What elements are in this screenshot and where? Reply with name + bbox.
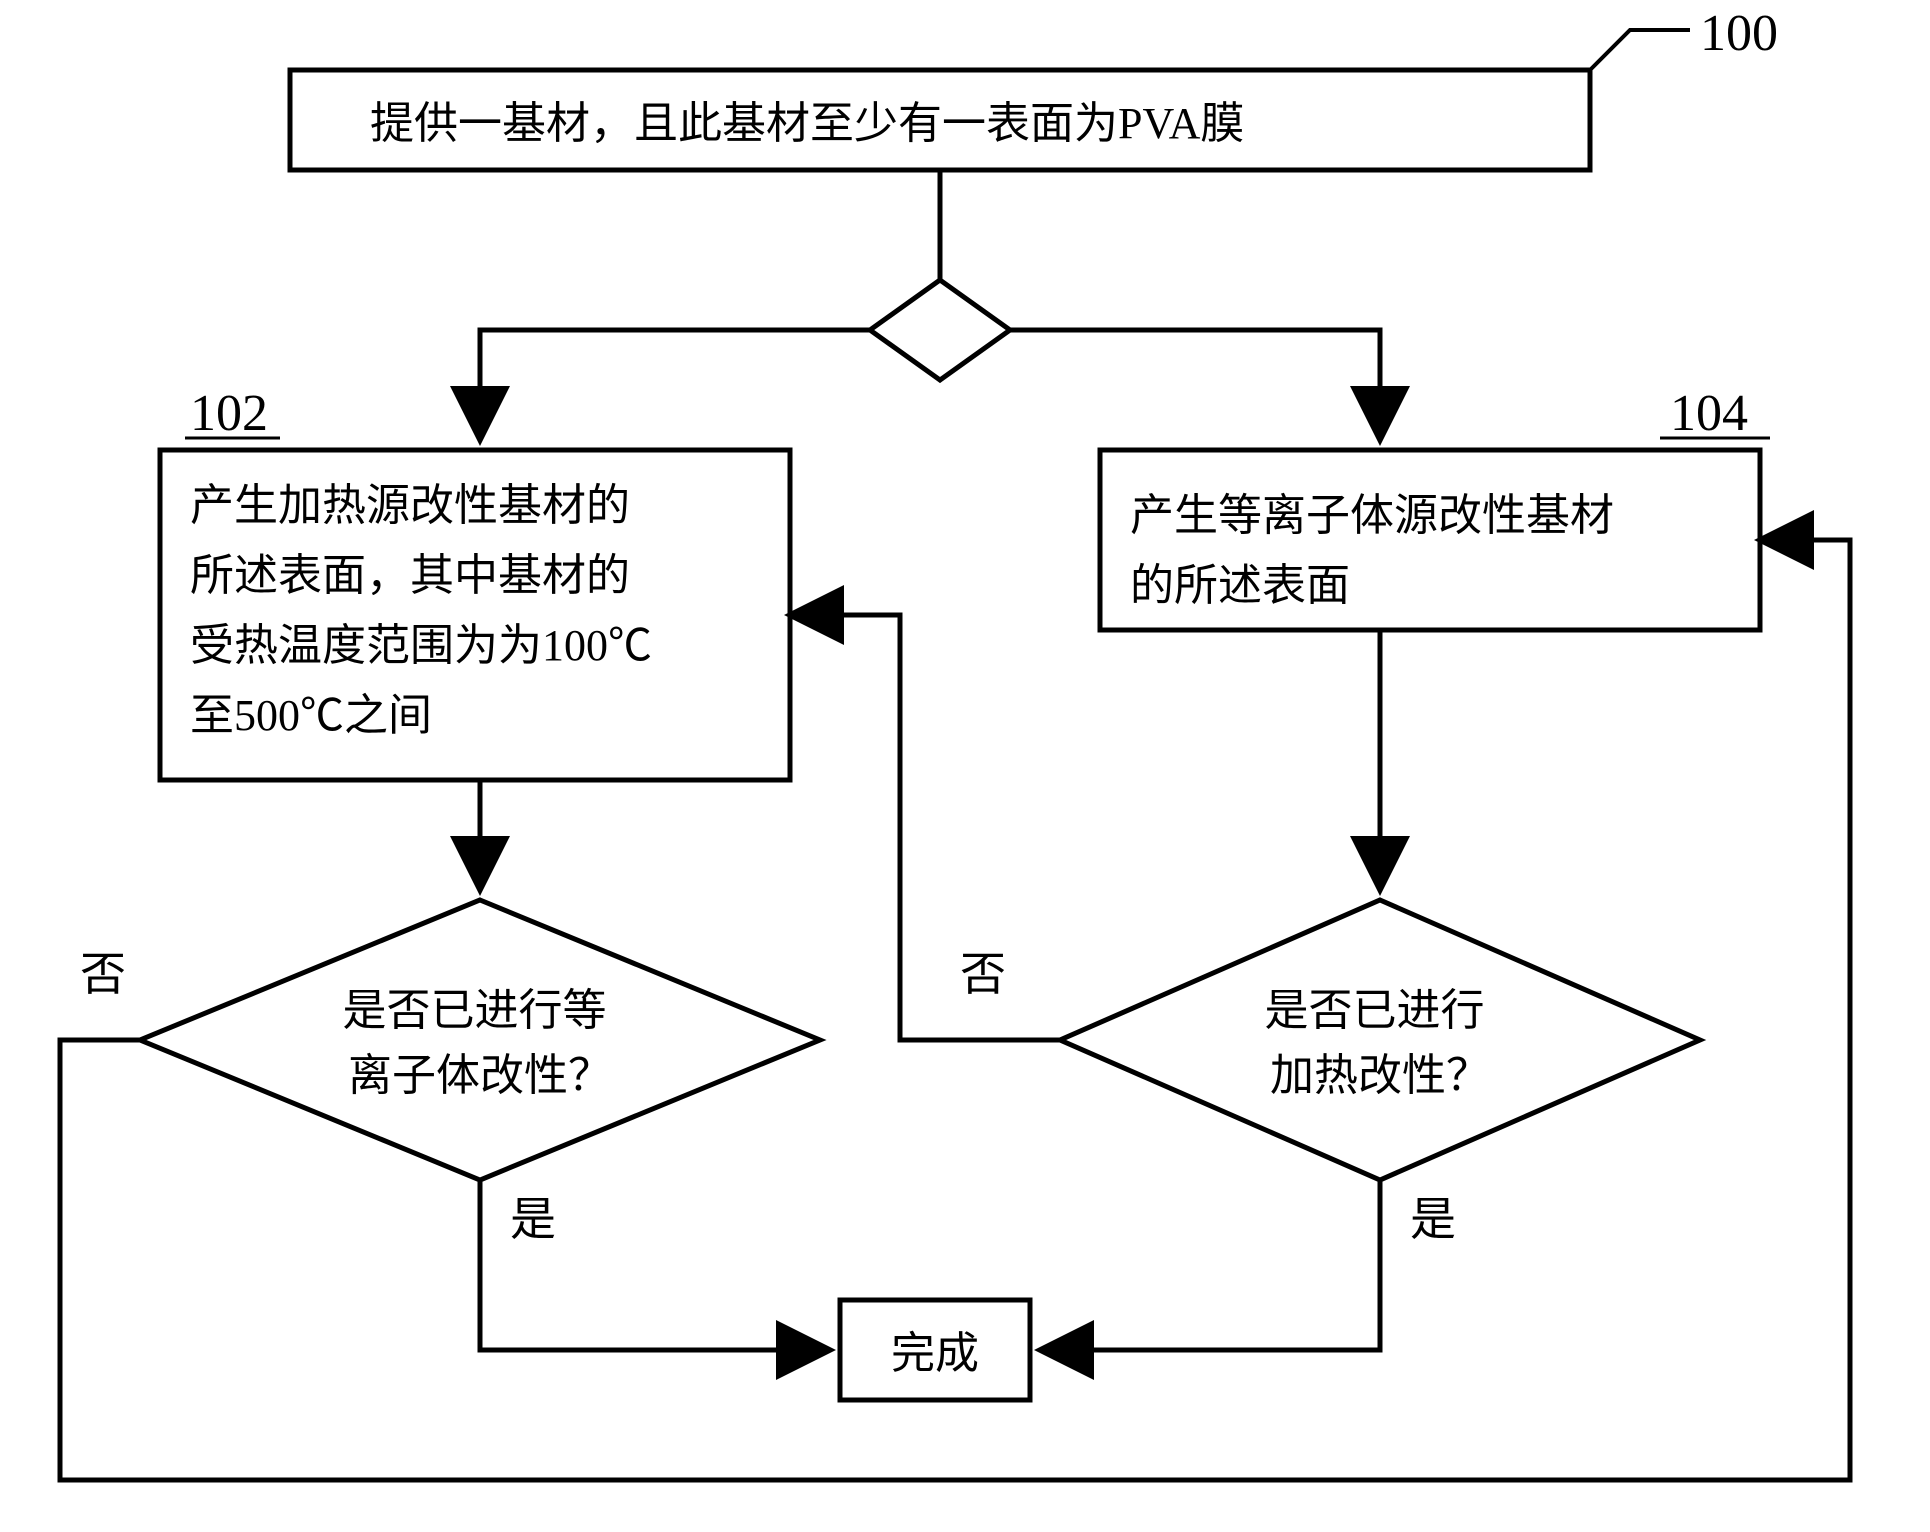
node-100-text: 提供一基材，且此基材至少有一表面为PVA膜 — [370, 99, 1244, 148]
decision-d2-text: 是否已进行 加热改性？ — [1265, 986, 1496, 1100]
edge-split-to-102 — [480, 330, 870, 440]
ref-104: 104 — [1670, 385, 1748, 442]
ref-102: 102 — [190, 385, 268, 442]
decision-d1-text: 是否已进行等 离子体改性？ — [343, 986, 618, 1100]
ref-100-leader — [1590, 30, 1690, 70]
node-done-text: 完成 — [891, 1329, 979, 1378]
edge-d2-yes — [1040, 1180, 1380, 1350]
edge-split-to-104 — [1010, 330, 1380, 440]
ref-100: 100 — [1700, 5, 1778, 62]
decision-d1 — [140, 900, 820, 1180]
d2-yes-label: 是 — [1410, 1194, 1456, 1245]
d2-no-label: 否 — [960, 949, 1006, 1000]
flowchart-canvas: 提供一基材，且此基材至少有一表面为PVA膜 100 102 产生加热源改性基材的… — [0, 0, 1930, 1532]
d1-yes-label: 是 — [510, 1194, 556, 1245]
edge-d2-no — [790, 615, 1060, 1040]
node-102-text: 产生加热源改性基材的 所述表面，其中基材的 受热温度范围为为100℃ 至500℃… — [190, 481, 663, 740]
node-104-text: 产生等离子体源改性基材 的所述表面 — [1130, 491, 1625, 610]
d1-no-label: 否 — [80, 949, 126, 1000]
split-diamond — [870, 280, 1010, 380]
decision-d2 — [1060, 900, 1700, 1180]
